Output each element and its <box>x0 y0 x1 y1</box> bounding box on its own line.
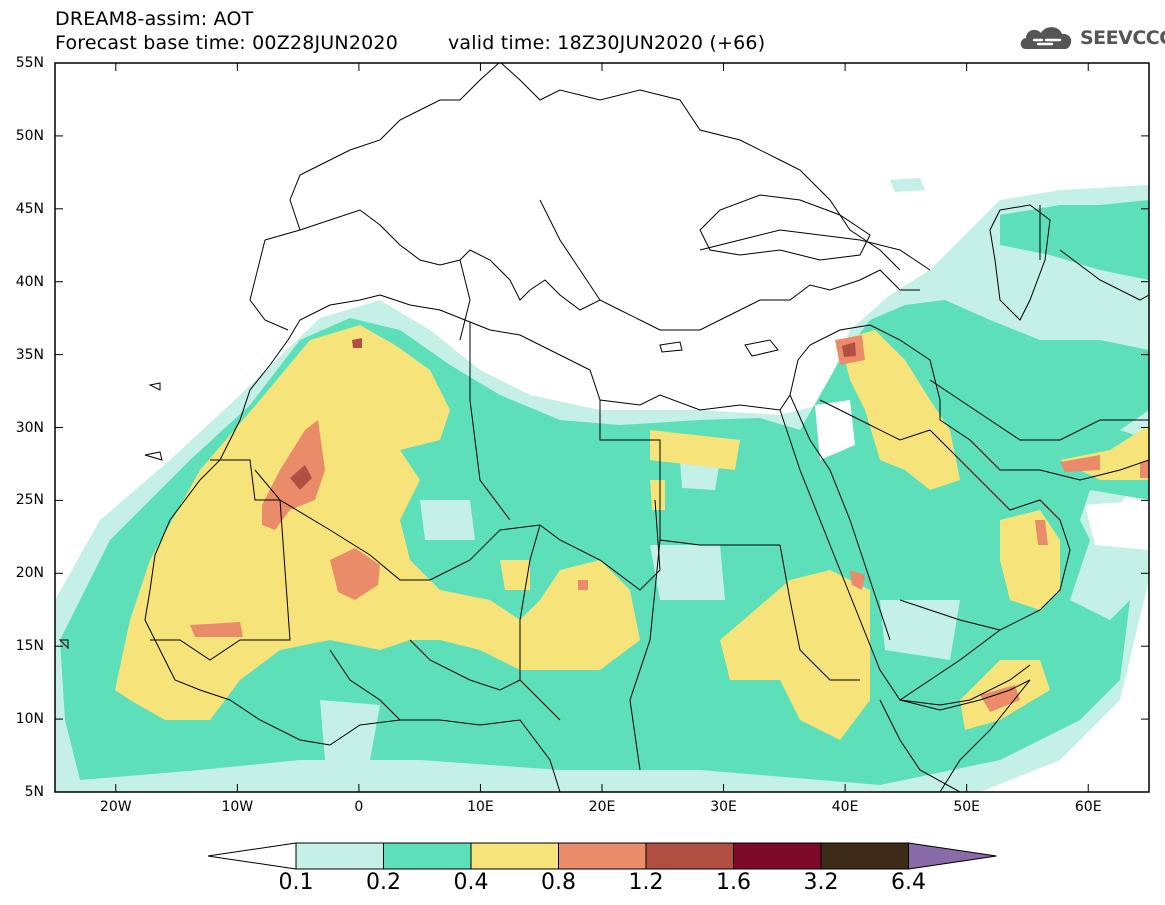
lat-tick-label: 5N <box>24 784 44 800</box>
colorbar-label: 0.4 <box>453 870 489 895</box>
lon-tick-label: 40E <box>831 799 859 815</box>
aot-field-0.8 <box>1035 520 1048 545</box>
colorbar-segment <box>558 842 647 870</box>
aot-field-0.1 <box>650 545 725 600</box>
lat-tick-label: 55N <box>15 55 44 71</box>
colorbar-label: 3.2 <box>803 870 839 895</box>
lat-tick-label: 40N <box>15 273 44 290</box>
aot-field-0.4 <box>380 395 440 440</box>
colorbar-segment <box>295 842 384 870</box>
aot-field-1.2 <box>842 342 856 357</box>
colorbar-label: 0.1 <box>278 870 314 895</box>
aot-field-0.2 <box>1000 200 1149 280</box>
colorbar-segment <box>645 842 734 870</box>
colorbar-label: 0.8 <box>541 870 576 895</box>
map-title: DREAM8-assim: AOT <box>55 8 254 30</box>
colorbar <box>207 842 997 870</box>
aot-field-0.4 <box>650 480 665 510</box>
aot-field-0.8 <box>578 580 588 590</box>
aot-field-0.1 <box>420 500 475 540</box>
logo-text: SEEVCCC <box>1080 27 1165 49</box>
aot-field-0.8 <box>850 570 865 590</box>
aot-field-0.4 <box>650 430 740 470</box>
aot-field-1.2 <box>290 465 312 490</box>
colorbar-segment <box>820 842 909 870</box>
lon-tick-label: 60E <box>1074 799 1102 815</box>
lat-tick-label: 50N <box>15 127 44 144</box>
lat-tick-label: 20N <box>15 565 44 582</box>
valid-time-label: valid time: 18Z30JUN2020 (+66) <box>447 32 766 54</box>
lat-tick-label: 30N <box>15 419 44 436</box>
lon-tick-label: 10W <box>221 799 254 815</box>
aot-field-1.2 <box>352 338 362 348</box>
aot-field-0.8 <box>190 622 243 637</box>
lon-tick-label: 10E <box>467 799 494 815</box>
aot-field-0.1 <box>320 700 380 760</box>
aot-field-below-0.1 <box>1085 500 1149 550</box>
aot-field-0.4 <box>840 330 960 490</box>
aot-field-0.1 <box>890 178 925 192</box>
cloud-icon <box>1020 27 1072 49</box>
aot-field-0.4 <box>115 325 640 720</box>
lat-tick-label: 15N <box>15 638 44 655</box>
base-time-label: Forecast base time: 00Z28JUN2020 <box>55 32 398 54</box>
colorbar-label: 1.6 <box>716 870 751 895</box>
colorbar-label: 1.2 <box>628 870 664 895</box>
aot-field-0.8 <box>1140 460 1149 478</box>
aot-field-0.1 <box>680 460 720 490</box>
lat-tick-label: 10N <box>15 711 44 728</box>
axis-ticks <box>55 62 1149 793</box>
seevccc-logo: SEEVCCC <box>1018 22 1165 54</box>
colorbar-label: 6.4 <box>891 870 926 895</box>
lon-tick-label: 30E <box>710 799 737 815</box>
aot-field-0.1 <box>880 600 960 660</box>
aot-field-0.8 <box>980 685 1020 712</box>
lon-tick-label: 0 <box>354 799 364 815</box>
lon-tick-label: 20E <box>588 799 616 815</box>
colorbar-segment <box>733 842 822 870</box>
colorbar-segment <box>470 842 559 870</box>
colorbar-segment <box>383 842 472 870</box>
lat-tick-label: 45N <box>15 200 44 217</box>
lat-tick-label: 25N <box>15 492 44 509</box>
aot-field-0.8 <box>330 548 380 600</box>
lat-tick-label: 35N <box>15 346 44 363</box>
aot-field-0.8 <box>1060 455 1100 472</box>
lon-tick-label: 20W <box>99 799 132 815</box>
colorbar-under-triangle <box>207 842 297 870</box>
aot-field-0.4 <box>500 560 530 590</box>
coastlines <box>58 63 1149 792</box>
colorbar-label: 0.2 <box>366 870 401 895</box>
lon-tick-label: 50E <box>953 799 980 815</box>
colorbar-over-triangle <box>908 842 997 870</box>
aot-fields <box>55 63 1149 792</box>
aot-field-0.4 <box>720 570 870 740</box>
aot-field-below-0.1 <box>815 400 855 460</box>
forecast-times: Forecast base time: 00Z28JUN2020 valid ti… <box>55 32 765 54</box>
